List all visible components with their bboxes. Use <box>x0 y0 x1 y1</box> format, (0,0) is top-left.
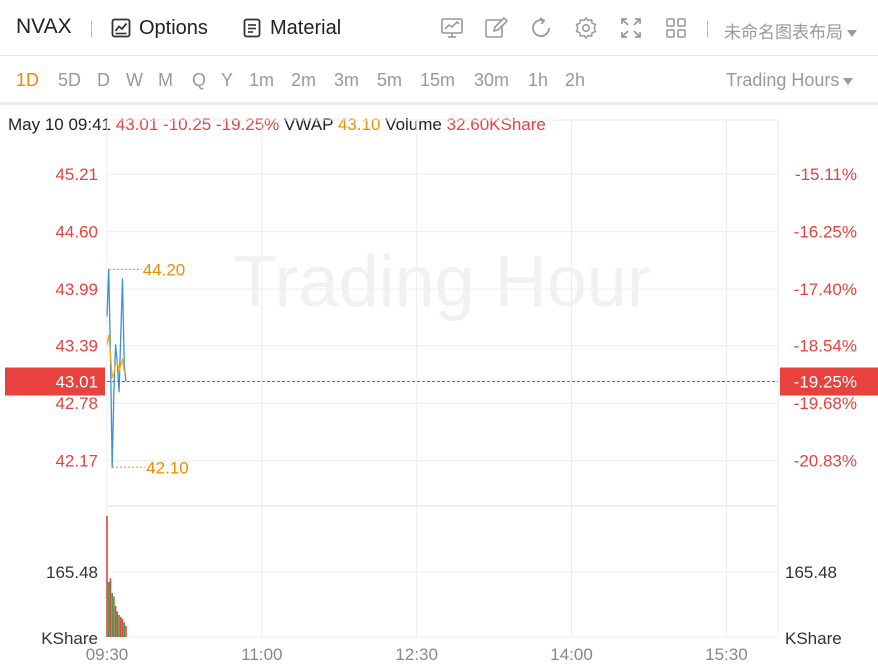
time-tick-label: 14:00 <box>550 645 593 664</box>
period-tab-1h[interactable]: 1h <box>528 70 549 90</box>
price-tick-label: 44.60 <box>55 223 98 242</box>
high-marker-label: 44.20 <box>143 260 186 279</box>
period-tab-w[interactable]: W <box>126 70 143 90</box>
period-tab-30m[interactable]: 30m <box>474 70 510 90</box>
pct-tick-label: -20.83% <box>794 452 857 471</box>
trading-hours-label: Trading Hours <box>726 70 840 90</box>
top-toolbar: NVAX Options Material 未命名图表布局 <box>0 0 878 56</box>
period-tab-2m[interactable]: 2m <box>291 70 317 90</box>
price-tick-label: 42.78 <box>55 394 98 413</box>
chevron-down-icon <box>843 77 854 85</box>
vwap-line <box>106 334 127 379</box>
price-line <box>106 268 127 468</box>
pct-tick-label: -17.40% <box>794 280 857 299</box>
period-tab-d[interactable]: D <box>97 70 110 90</box>
options-button[interactable]: Options <box>111 14 208 42</box>
low-marker-label: 42.10 <box>146 458 189 477</box>
options-chart-icon <box>111 18 131 38</box>
time-tick-label: 11:00 <box>241 645 282 664</box>
layout-name-label: 未命名图表布局 <box>724 23 843 42</box>
period-tab-m[interactable]: M <box>158 70 173 90</box>
period-tab-5m[interactable]: 5m <box>377 70 403 90</box>
current-pct-badge <box>780 367 878 396</box>
current-price-badge <box>5 367 105 396</box>
options-label: Options <box>139 16 208 39</box>
period-tab-1d[interactable]: 1D <box>16 70 40 90</box>
material-label: Material <box>270 16 342 39</box>
layout-selector[interactable]: 未命名图表布局 <box>724 18 857 43</box>
time-tick-label: 09:30 <box>86 645 129 664</box>
period-tab-y[interactable]: Y <box>221 70 234 90</box>
pct-tick-label: -16.25% <box>794 223 857 242</box>
toolbar-divider <box>707 21 708 37</box>
price-tick-label: 42.17 <box>55 452 98 471</box>
material-doc-icon <box>243 18 261 38</box>
period-tab-1m[interactable]: 1m <box>249 70 275 90</box>
trading-hours-selector[interactable]: Trading Hours <box>726 70 854 91</box>
quote-datetime: May 10 09:41 <box>8 115 112 134</box>
price-tick-label: 43.39 <box>55 337 98 356</box>
refresh-icon[interactable] <box>529 16 553 40</box>
symbol-label[interactable]: NVAX <box>16 15 72 38</box>
period-tab-3m[interactable]: 3m <box>334 70 360 90</box>
volume-axis-label-right: 165.48 <box>785 563 837 582</box>
volume-unit-label: KShare <box>41 629 98 648</box>
period-bar: 1D 5D D W M Q Y 1m 2m 3m 5m 15m 30m 1h 2h Trading Hour… <box>0 57 878 105</box>
period-tab-q[interactable]: Q <box>192 70 207 90</box>
time-tick-label: 12:30 <box>395 645 438 664</box>
chart-frame <box>106 119 779 638</box>
chevron-down-icon <box>847 30 857 38</box>
layout-grid-icon[interactable] <box>664 16 688 40</box>
pct-tick-label: -18.54% <box>794 337 857 356</box>
period-tab-2h[interactable]: 2h <box>565 70 586 90</box>
fullscreen-icon[interactable] <box>619 16 643 40</box>
current-price-label: 43.01 <box>55 373 98 392</box>
time-tick-label: 15:30 <box>705 645 748 664</box>
period-tab-15m[interactable]: 15m <box>420 70 456 90</box>
price-tick-label: 45.21 <box>55 165 98 184</box>
price-tick-label: 43.99 <box>55 280 98 299</box>
period-tab-5d[interactable]: 5D <box>58 70 82 90</box>
indicator-icon[interactable] <box>440 16 464 40</box>
pct-tick-label: -19.68% <box>794 394 857 413</box>
current-pct-label: -19.25% <box>794 373 857 392</box>
volume-unit-label-right: KShare <box>785 629 842 648</box>
volume-axis-label: 165.48 <box>46 563 98 582</box>
material-button[interactable]: Material <box>242 14 341 42</box>
draw-pen-icon[interactable] <box>484 16 508 40</box>
pct-tick-label: -15.11% <box>795 165 857 184</box>
toolbar-divider <box>91 21 92 37</box>
watermark: Trading Hour <box>233 242 651 322</box>
settings-gear-icon[interactable] <box>574 16 598 40</box>
